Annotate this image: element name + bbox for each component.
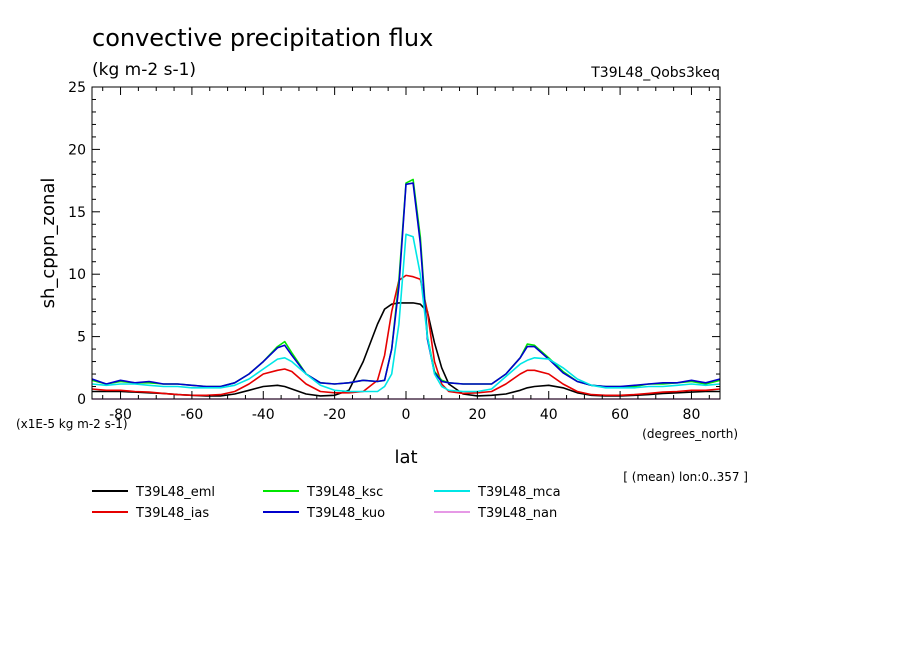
tick-layer: -80 -60 -40 -20 0 20 40 60 80 0 5 10 15 20 25 <box>68 80 720 423</box>
chart-title: convective precipitation flux <box>92 24 433 52</box>
series-line-T39L48_ksc <box>91 178 721 388</box>
legend-label: T39L48_mca <box>477 485 561 500</box>
y-tick-label: 25 <box>68 80 86 96</box>
series-line-T39L48_mca <box>91 233 721 393</box>
x-tick-label: -20 <box>323 407 346 423</box>
run-label: T39L48_Qobs3keq <box>590 65 720 81</box>
legend: T39L48_eml T39L48_ias T39L48_ksc T39L48_kuo… <box>92 485 561 521</box>
x-tick-label: -40 <box>252 407 275 423</box>
x-axis-units: (degrees_north) <box>642 427 738 441</box>
chart-subtitle: (kg m-2 s-1) <box>92 60 196 80</box>
y-tick-label: 5 <box>77 330 86 346</box>
series-line-T39L48_ias <box>91 274 721 397</box>
series-line-T39L48_kuo <box>91 182 721 388</box>
legend-label: T39L48_nan <box>477 506 557 521</box>
x-tick-label: -80 <box>109 407 132 423</box>
y-tick-label: 20 <box>68 142 86 158</box>
x-axis-label: lat <box>394 447 417 468</box>
y-tick-label: 15 <box>68 205 86 221</box>
x-tick-label: -60 <box>180 407 203 423</box>
y-scale-note: (x1E-5 kg m-2 s-1) <box>16 417 128 431</box>
y-tick-label: 10 <box>68 267 86 283</box>
x-tick-label: 40 <box>540 407 558 423</box>
y-tick-label: 0 <box>77 392 86 408</box>
legend-label: T39L48_kuo <box>306 506 385 521</box>
series-line-T39L48_eml <box>92 302 720 397</box>
x-tick-label: 80 <box>683 407 701 423</box>
legend-label: T39L48_ias <box>135 506 209 521</box>
x-tick-label: 20 <box>468 407 486 423</box>
x-tick-label: 0 <box>402 407 411 423</box>
x-tick-label: 60 <box>611 407 629 423</box>
legend-label: T39L48_eml <box>135 485 215 500</box>
footnote: [ (mean) lon:0..357 ] <box>623 470 748 484</box>
plot-area: -80 -60 -40 -20 0 20 40 60 80 0 5 10 15 20 25 <box>68 80 721 423</box>
legend-label: T39L48_ksc <box>306 485 383 500</box>
series-layer <box>91 178 721 400</box>
y-axis-label: sh_cppn_zonal <box>38 178 59 309</box>
